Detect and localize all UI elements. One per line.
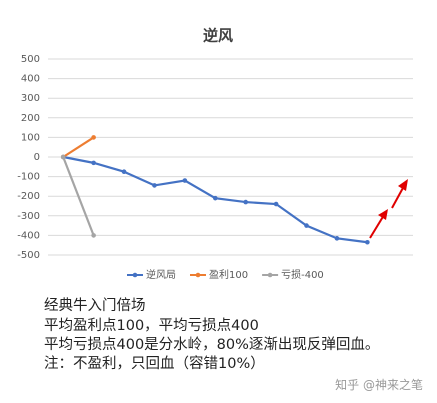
point — [243, 199, 249, 205]
y-tick-label: 400 — [21, 74, 40, 85]
series-line — [62, 156, 95, 236]
y-tick-label: -500 — [17, 250, 40, 261]
point — [91, 233, 96, 238]
point — [60, 154, 66, 160]
annotation-arrows — [369, 179, 408, 239]
point — [365, 239, 370, 245]
chart-title: 逆风 — [203, 27, 233, 45]
y-tick-label: -200 — [17, 191, 40, 202]
watermark: 知乎 @神来之笔 — [335, 378, 423, 392]
legend-label: 亏损-400 — [281, 268, 324, 281]
y-tick-label: -300 — [17, 211, 40, 222]
point — [212, 195, 218, 201]
note: 经典牛入门倍场 — [44, 298, 146, 314]
y-tick-label: 100 — [21, 132, 40, 143]
legend-label: 盈利100 — [209, 269, 248, 281]
legend-swatch-dot — [267, 272, 273, 278]
point — [91, 160, 96, 166]
y-tick-label: 0 — [34, 152, 40, 163]
y-tick-label: -400 — [17, 230, 40, 241]
note: 平均盈利点100，平均亏损点400 — [44, 318, 259, 334]
y-tick-label: 300 — [21, 93, 40, 104]
point — [91, 135, 96, 140]
legend-swatch-dot — [195, 272, 201, 278]
note: 注：不盈利，只回血（容错10%） — [44, 356, 265, 372]
y-tick-label: -100 — [17, 172, 40, 183]
y-tick-label: 200 — [21, 113, 40, 124]
point — [121, 169, 127, 174]
chart: 逆风 500 400 300 200 100 0 -100 -200 -300 -400 -500 逆… — [17, 27, 413, 281]
point — [273, 201, 279, 207]
y-tick-label: 500 — [21, 54, 40, 65]
legend-swatch-dot — [132, 272, 138, 278]
point — [152, 183, 157, 188]
note: 平均亏损点400是分水岭，80%逐渐出现反弹回血。 — [44, 337, 380, 353]
legend-label: 逆风局 — [146, 268, 176, 281]
series-line — [62, 136, 95, 158]
point — [334, 236, 340, 241]
point — [182, 178, 188, 183]
point — [304, 223, 309, 228]
